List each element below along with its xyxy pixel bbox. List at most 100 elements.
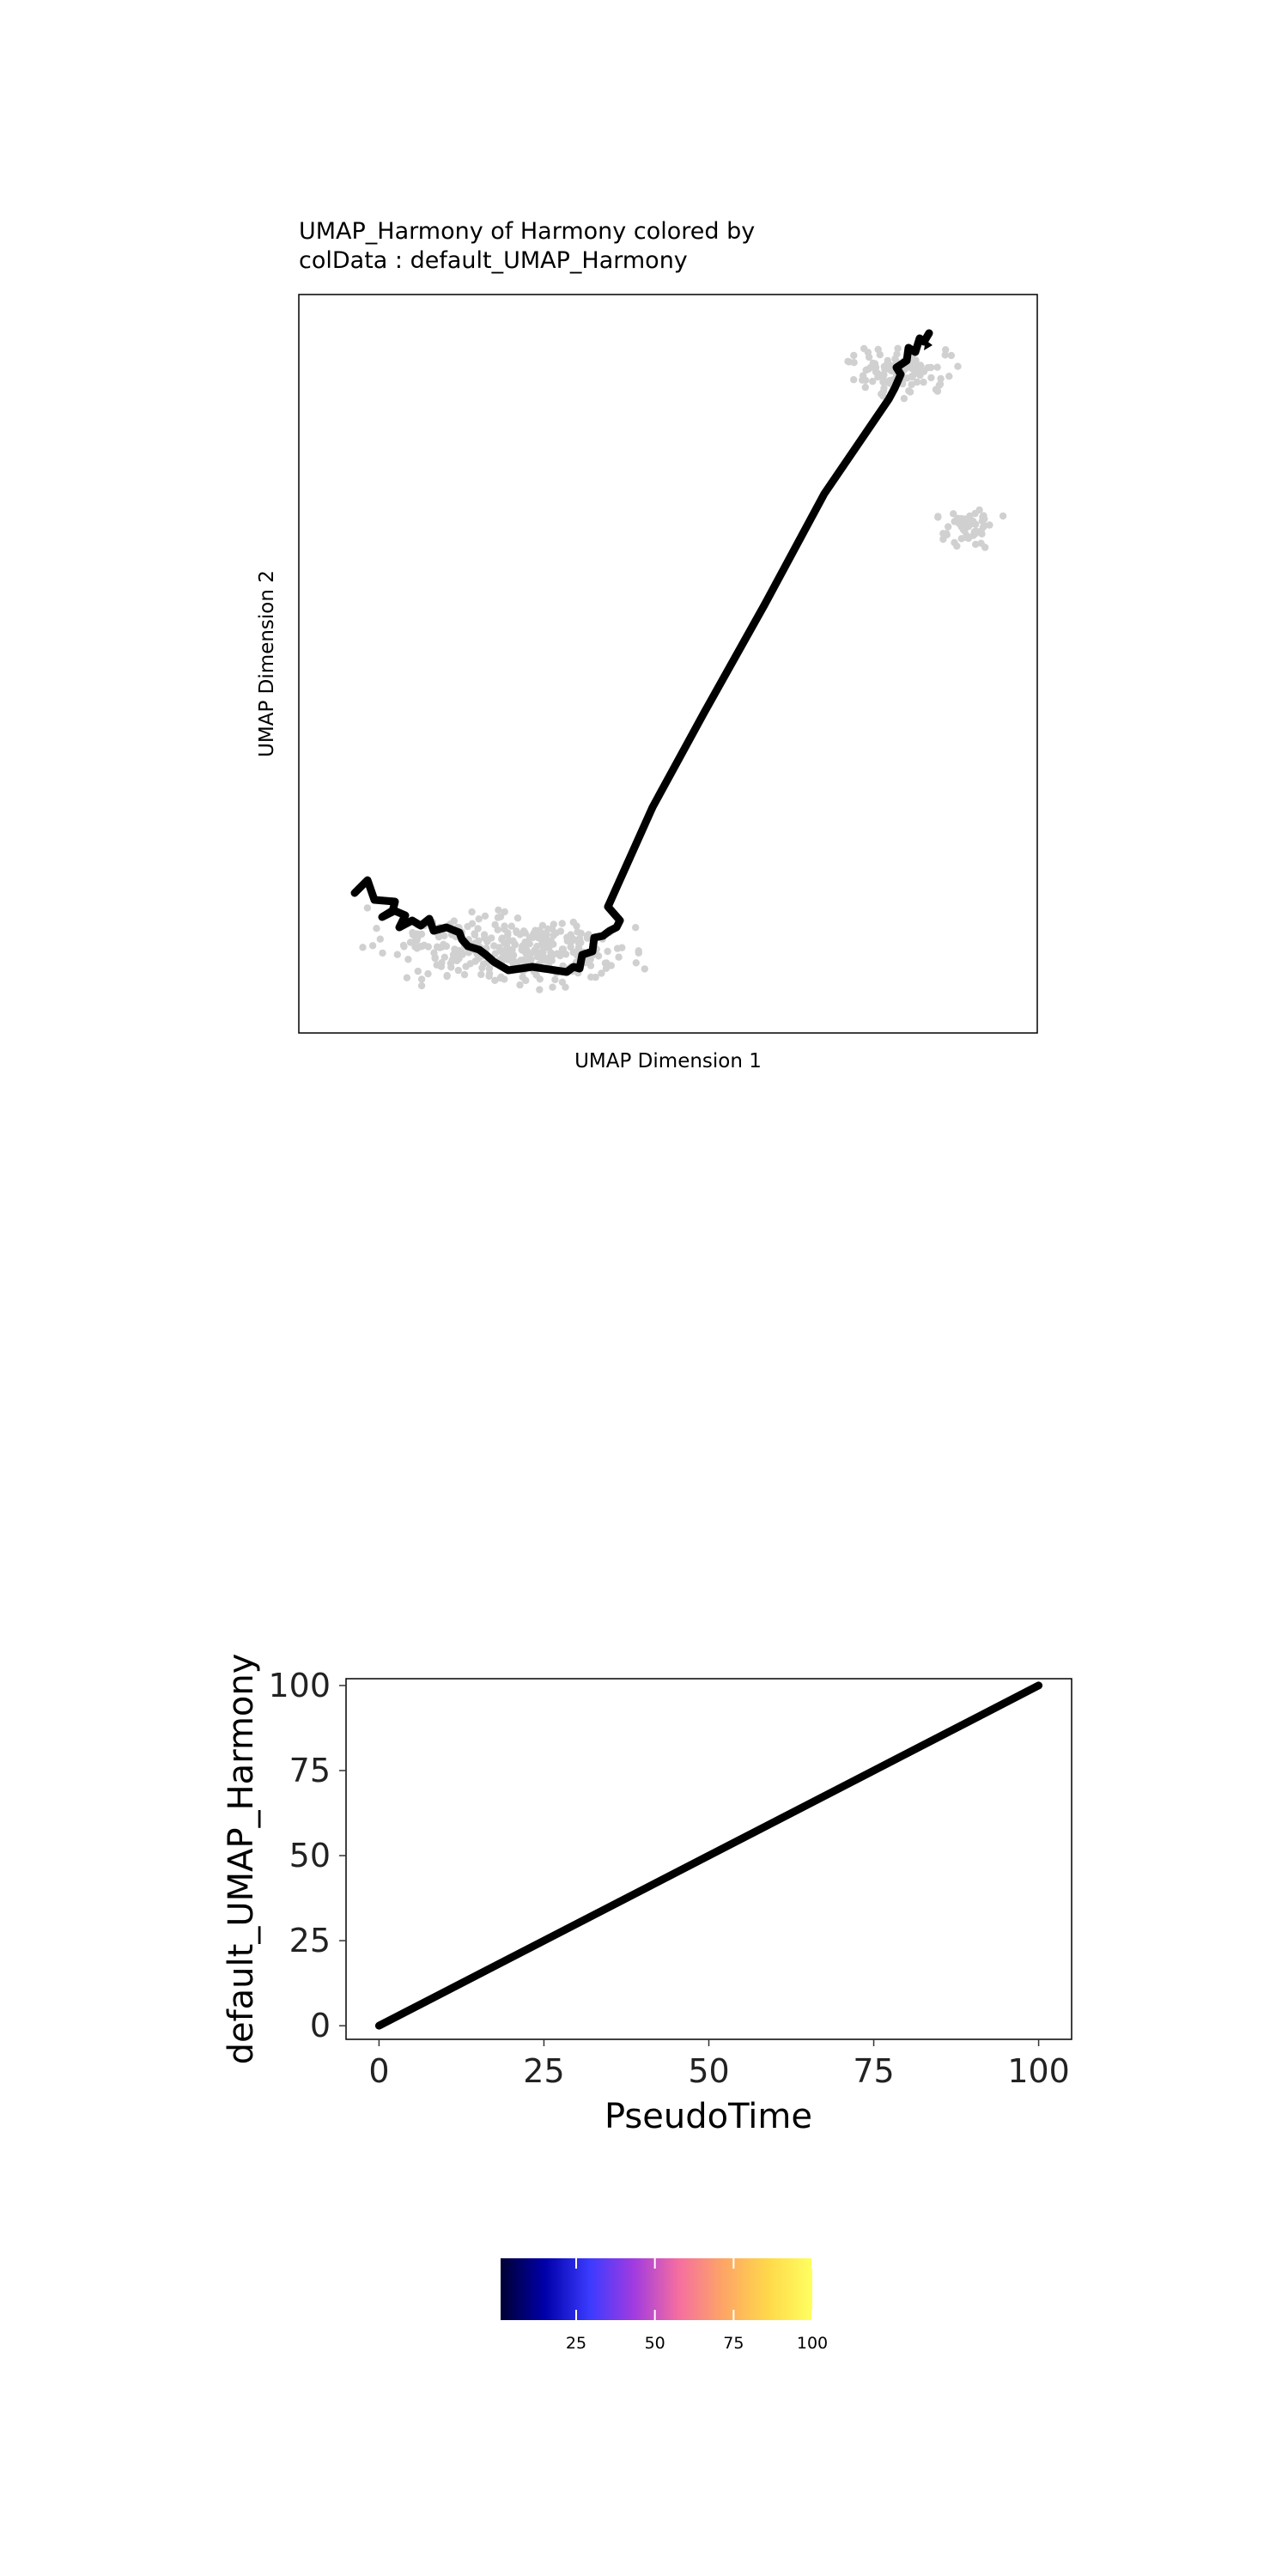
umap-cell-point [519, 957, 527, 965]
umap-cell-point [431, 954, 439, 963]
umap-cell-point [471, 931, 479, 939]
umap-cell-point [536, 986, 544, 993]
umap-cell-point [869, 377, 877, 386]
colorbar-ticks: 25 50 75 100 [566, 2258, 828, 2353]
umap-cell-point [569, 918, 577, 927]
umap-cell-point [443, 972, 451, 981]
umap-cell-point [424, 943, 432, 951]
umap-cell-point [549, 983, 556, 991]
umap-cell-point [417, 930, 426, 939]
umap-cell-point [999, 512, 1007, 520]
umap-cell-point [947, 351, 956, 360]
umap-cell-point [504, 931, 512, 939]
umap-cell-point [935, 381, 944, 390]
umap-cell-point [529, 933, 537, 942]
y-tick-label: 75 [289, 1752, 331, 1789]
umap-cell-point [900, 394, 908, 403]
umap-cell-point [978, 517, 987, 525]
umap-cell-point [592, 973, 599, 981]
umap-cell-point [495, 906, 502, 914]
umap-cell-point [497, 973, 505, 981]
x-tick-label: 25 [523, 2052, 564, 2090]
umap-cell-point [844, 357, 852, 366]
umap-cell-point [404, 956, 412, 963]
umap-cell-point [577, 939, 585, 946]
umap-cell-point [908, 380, 915, 389]
umap-cell-point [481, 912, 489, 920]
umap-cell-point [978, 530, 986, 538]
umap-cell-point [583, 932, 591, 940]
umap-cell-point [468, 920, 477, 927]
umap-cell-point [927, 374, 935, 382]
umap-cell-point [954, 362, 962, 370]
umap-cell-point [963, 532, 970, 539]
umap-cell-point [359, 944, 367, 951]
umap-cell-point [613, 945, 622, 952]
umap-cell-point [939, 535, 947, 544]
umap-cell-point [477, 970, 485, 979]
umap-cell-point [604, 947, 611, 956]
umap-cell-point [453, 951, 461, 958]
colorbar-tick-label: 50 [645, 2334, 665, 2353]
umap-cell-point [413, 937, 421, 945]
umap-cell-point [485, 972, 493, 981]
umap-cell-point [491, 920, 499, 929]
umap-cell-point [905, 387, 913, 395]
umap-cell-point [972, 540, 980, 549]
umap-cell-point [403, 974, 411, 981]
umap-cell-point [440, 953, 448, 962]
umap-cell-point [474, 925, 482, 933]
umap-cell-point [894, 344, 902, 352]
umap-cell-point [920, 378, 927, 386]
umap-cell-point [959, 515, 968, 523]
umap-cell-point [941, 351, 949, 359]
umap-cell-point [880, 384, 888, 392]
umap-cell-point [376, 935, 384, 943]
umap-cell-point [893, 350, 901, 358]
umap-cell-point [547, 949, 555, 957]
umap-cell-point [933, 363, 941, 371]
umap-cell-point [942, 346, 950, 354]
umap-cell-point [414, 967, 422, 975]
umap-cell-point [416, 943, 424, 951]
umap-cell-point [861, 376, 870, 385]
umap-cell-point [513, 928, 520, 937]
umap-cell-point [551, 975, 559, 984]
umap-cell-point [615, 953, 623, 961]
umap-cell-point [509, 951, 518, 959]
umap-cell-point [913, 378, 921, 386]
umap-cell-point [501, 925, 508, 933]
umap-cell-point [550, 920, 557, 928]
umap-cell-point [961, 522, 969, 531]
umap-cell-point [563, 937, 571, 945]
umap-cell-point [498, 934, 506, 942]
umap-cell-point [865, 365, 872, 373]
umap-cell-point [632, 924, 640, 932]
umap-cell-point [950, 510, 957, 518]
umap-cell-point [437, 963, 446, 970]
umap-cell-point [598, 969, 605, 977]
umap-x-axis-label: UMAP Dimension 1 [574, 1050, 762, 1072]
umap-cell-point [468, 908, 476, 916]
umap-cell-point [507, 922, 515, 930]
umap-cell-point [850, 351, 858, 360]
umap-cell-point [861, 383, 869, 392]
umap-cell-point [368, 942, 377, 950]
umap-cell-point [501, 908, 508, 916]
umap-cell-point [498, 948, 506, 956]
umap-cell-point [485, 965, 494, 973]
umap-cell-point [490, 942, 498, 950]
umap-cell-point [917, 362, 925, 370]
umap-cell-point [937, 374, 945, 383]
umap-plot-frame [298, 294, 1038, 1034]
umap-cell-point [865, 353, 873, 361]
umap-cell-point [635, 947, 642, 955]
umap-cell-point [433, 943, 441, 951]
umap-cell-point [594, 952, 603, 960]
umap-cell-point [953, 542, 961, 550]
umap-trajectory-line [350, 329, 933, 976]
umap-cell-point [874, 345, 882, 354]
colorbar-gradient [501, 2258, 812, 2320]
colorbar-tick-label: 75 [723, 2334, 744, 2353]
x-tick-label: 0 [368, 2052, 389, 2090]
